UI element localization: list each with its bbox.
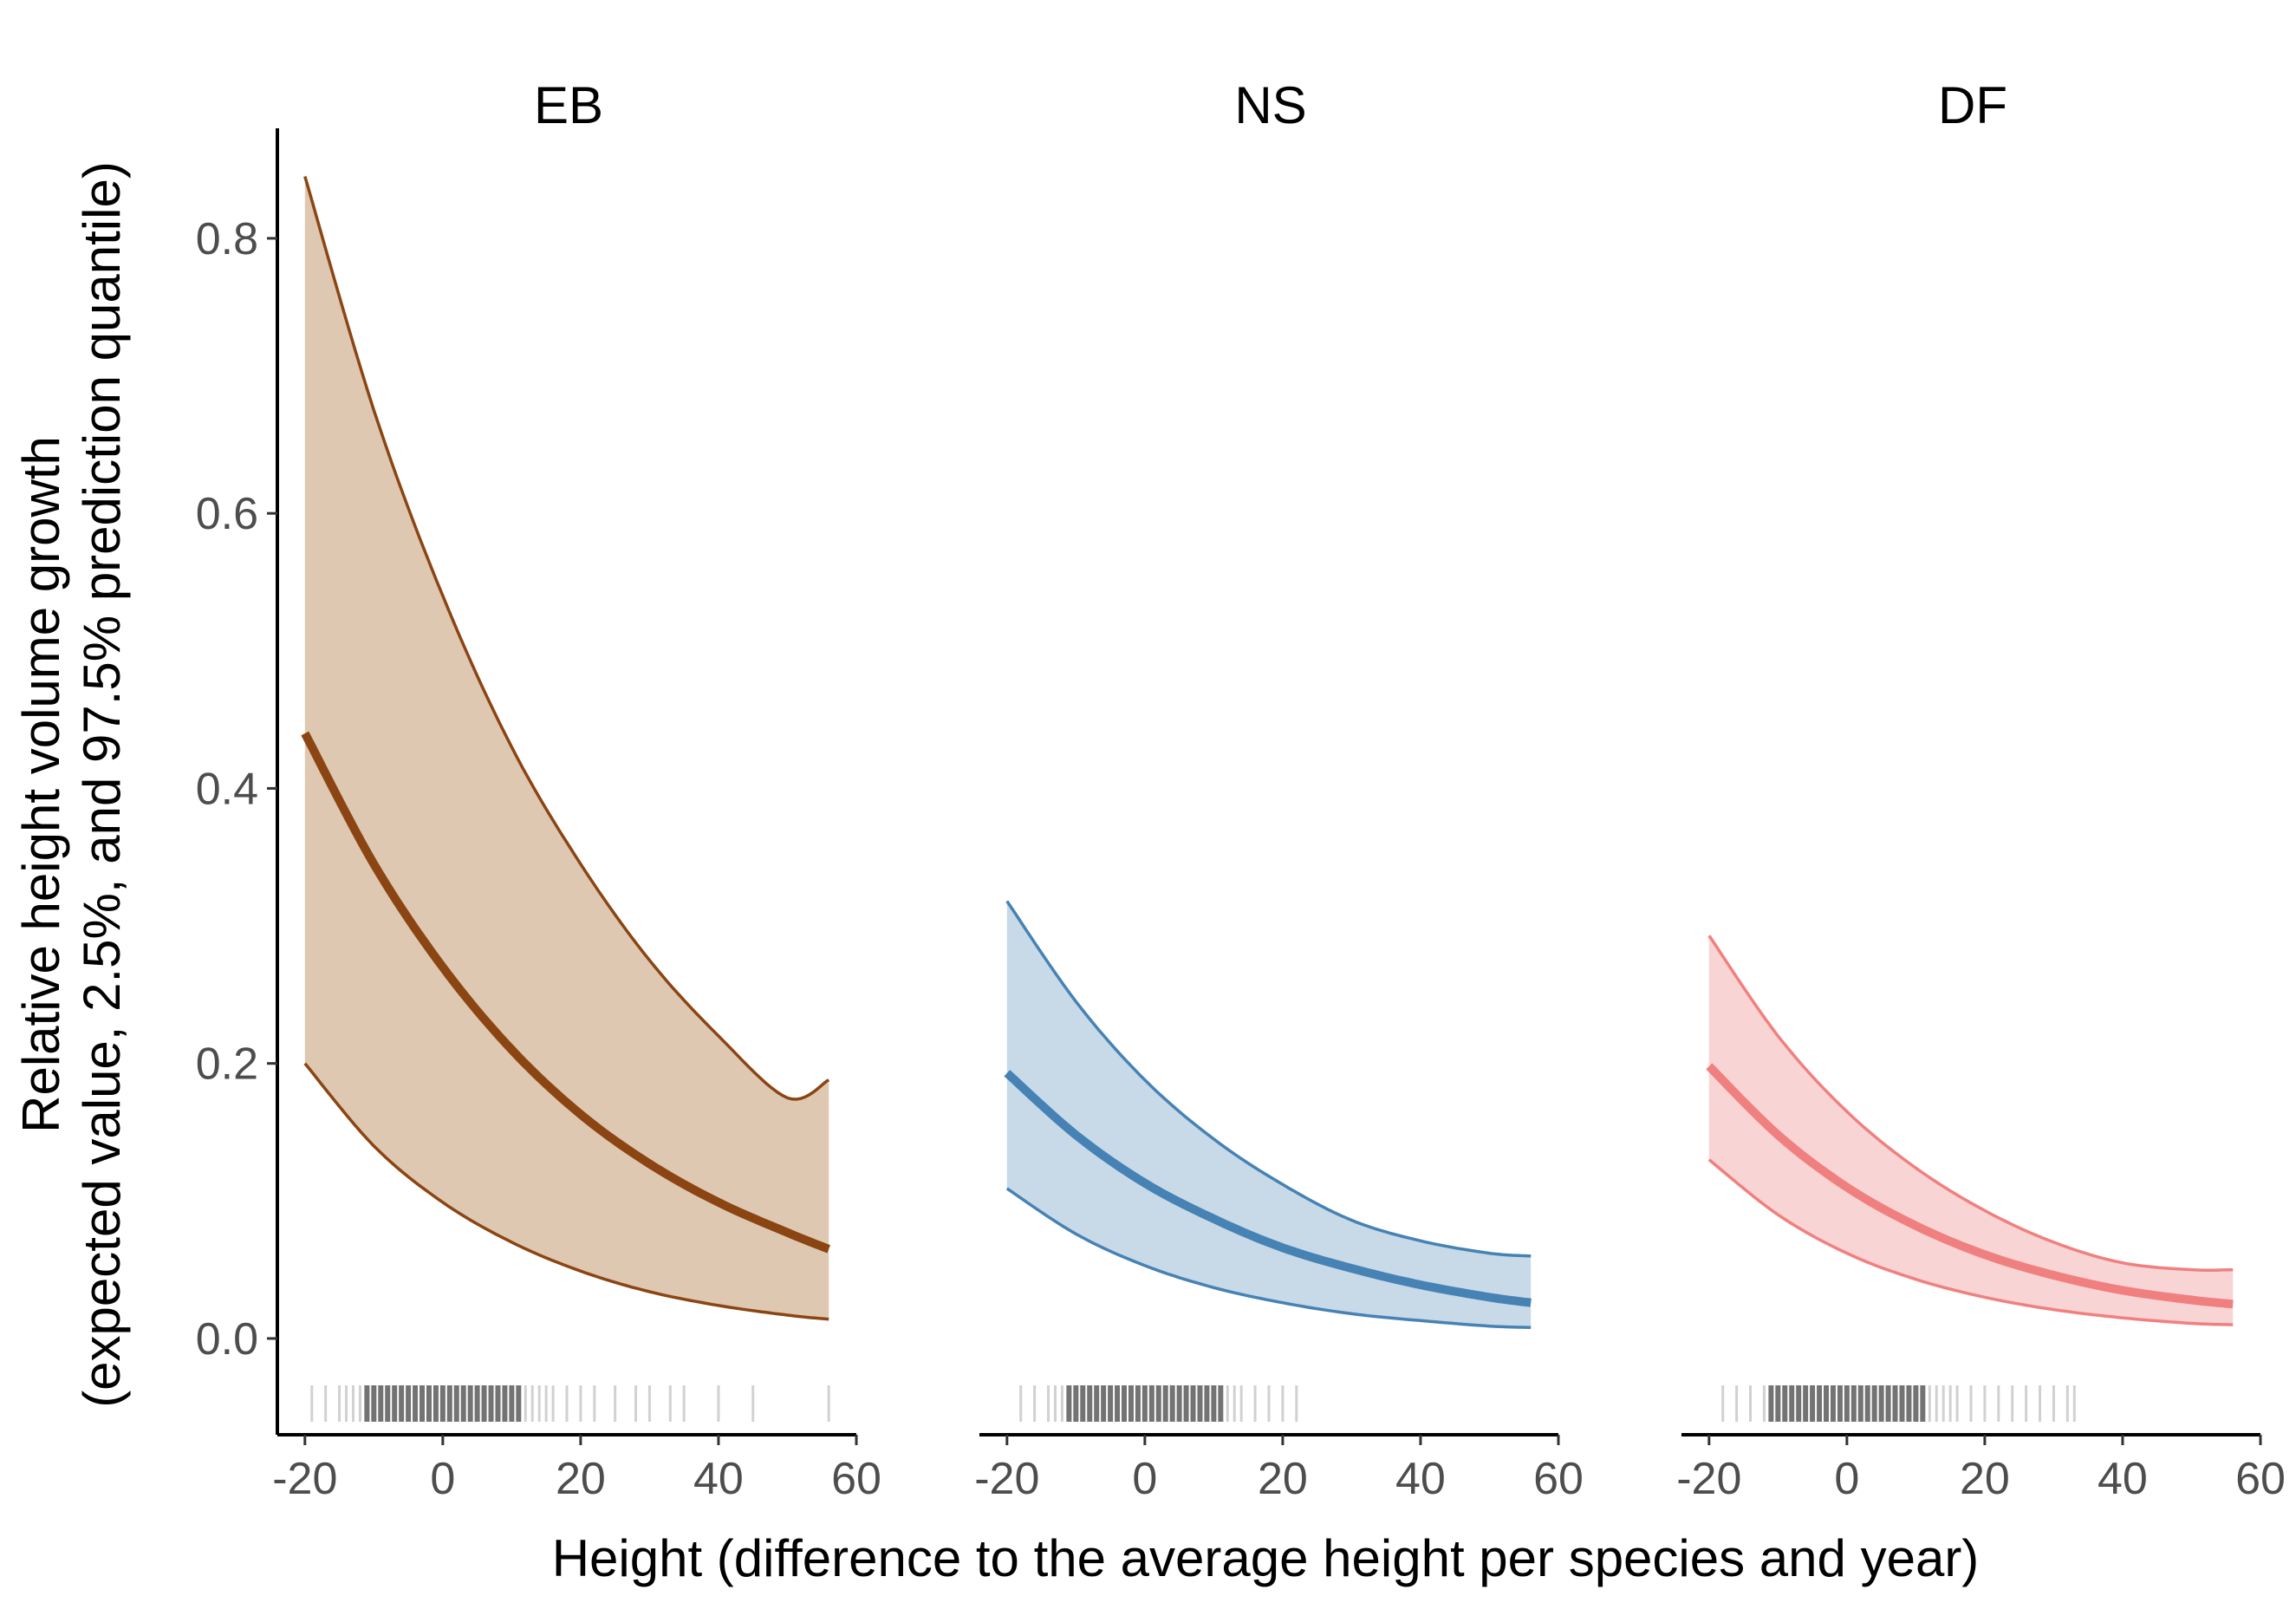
y-tick-label: 0.6 <box>196 489 258 539</box>
panel-df: DF -20 0 20 40 60 <box>1676 76 2286 1504</box>
upper-quantile-line-eb <box>303 176 830 1101</box>
lower-quantile-line-eb <box>303 1062 829 1321</box>
y-tick-label: 0.8 <box>196 214 258 264</box>
upper-quantile-line-df <box>1707 935 2234 1272</box>
upper-quantile-line-ns <box>1005 900 1532 1258</box>
lower-quantile-line-df <box>1707 1158 2234 1326</box>
rug-ns <box>1019 1385 1298 1422</box>
x-tick-label: 0 <box>1132 1454 1157 1504</box>
prediction-band-df <box>1708 935 2234 1326</box>
plot-layer: EB -20 0 20 40 60 NS -20 0 20 40 60 DF -20 0 20 40 60 <box>272 76 2286 1504</box>
x-tick-label: -20 <box>272 1454 337 1504</box>
rug-eb <box>310 1385 830 1422</box>
x-tick-label: 40 <box>693 1454 744 1504</box>
y-axis: 0.0 0.2 0.4 0.6 0.8 <box>196 128 279 1435</box>
prediction-band-eb <box>304 176 829 1319</box>
panel-ns: NS -20 0 20 40 60 <box>974 76 1584 1504</box>
y-axis-title-line1: Relative height volume growth <box>12 436 70 1133</box>
expected-value-line-ns <box>1004 1070 1532 1307</box>
x-tick-label: -20 <box>974 1454 1039 1504</box>
x-axis-title: Height (difference to the average height… <box>552 1529 1980 1587</box>
x-tick-label: 60 <box>2235 1454 2286 1504</box>
expected-value-line-df <box>1706 1063 2234 1309</box>
y-tick-label: 0.0 <box>196 1314 258 1365</box>
x-tick-label: 0 <box>1834 1454 1859 1504</box>
facet-title-eb: EB <box>534 76 603 134</box>
x-tick-label: 0 <box>430 1454 455 1504</box>
lower-quantile-line-ns <box>1005 1187 1532 1330</box>
x-tick-label: 60 <box>1533 1454 1584 1504</box>
y-tick-label: 0.4 <box>196 764 258 814</box>
y-tick-label: 0.2 <box>196 1039 258 1090</box>
x-tick-label: 20 <box>556 1454 606 1504</box>
prediction-band-ns <box>1006 901 1532 1328</box>
x-tick-label: 60 <box>831 1454 881 1504</box>
expected-value-line-eb <box>301 731 830 1254</box>
facet-title-df: DF <box>1938 76 2007 134</box>
x-tick-label: 20 <box>1258 1454 1308 1504</box>
x-tick-label: -20 <box>1676 1454 1741 1504</box>
panel-eb: EB -20 0 20 40 60 <box>272 76 881 1504</box>
x-tick-label: 40 <box>2098 1454 2148 1504</box>
y-axis-title-line2: (expected value, 2.5%, and 97.5% predict… <box>73 161 131 1408</box>
rug-df <box>1721 1385 2076 1422</box>
x-tick-label: 40 <box>1395 1454 1446 1504</box>
x-tick-label: 20 <box>1960 1454 2010 1504</box>
facet-title-ns: NS <box>1234 76 1306 134</box>
